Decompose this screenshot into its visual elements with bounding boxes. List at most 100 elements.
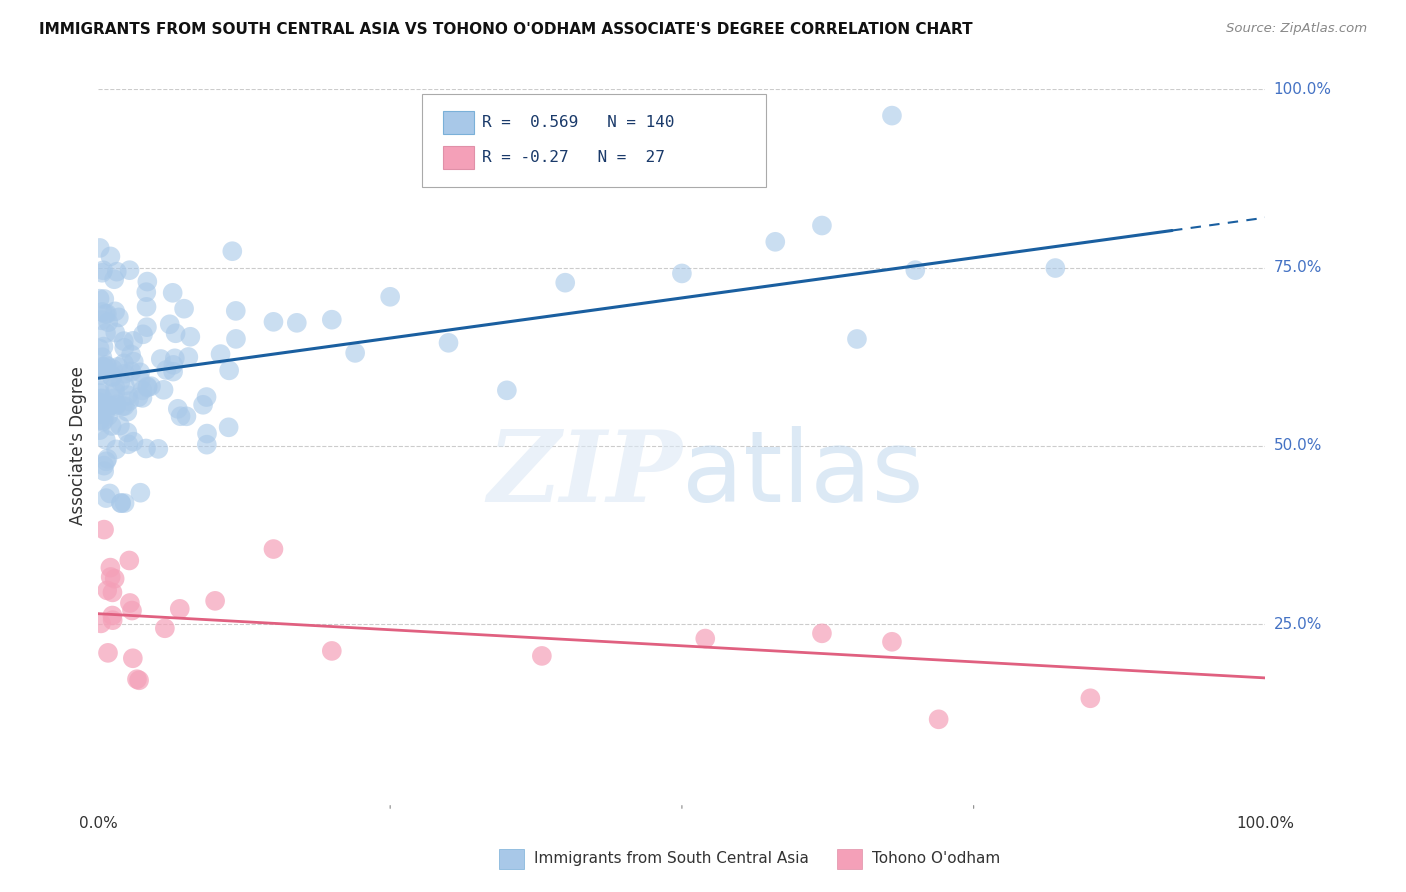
Point [118,263,141,277]
Point [162,285,184,300]
Point [118,596,141,610]
Point [96,454,118,468]
Point [225,304,247,318]
Point [89,368,111,383]
Point [100,249,122,263]
Point [928,712,950,726]
Point [93,340,115,354]
Point [1045,260,1067,275]
Point [344,346,367,360]
Point [117,388,139,402]
Point [165,326,187,341]
Point [94,307,117,321]
Point [129,485,152,500]
Point [94,491,117,505]
Point [104,385,127,400]
Point [136,379,159,393]
Point [107,359,129,374]
Point [112,356,135,370]
Point [159,318,181,332]
Point [1080,691,1102,706]
Point [94,326,117,340]
Point [101,585,124,599]
Point [880,109,903,123]
Point [97,409,120,423]
Point [91,359,114,374]
Point [127,390,149,404]
Point [96,401,118,416]
Point [89,413,111,427]
Point [89,395,111,409]
Point [162,358,184,372]
Point [104,304,127,318]
Text: 75.0%: 75.0% [1274,260,1322,275]
Point [176,409,198,424]
Point [97,646,120,660]
Point [262,542,284,557]
Text: 100.0%: 100.0% [1236,816,1295,830]
Point [152,383,174,397]
Point [101,370,124,384]
Point [530,648,553,663]
Point [89,292,111,306]
Point [101,362,124,376]
Point [91,392,114,406]
Point [91,359,114,374]
Point [101,613,124,627]
Point [155,363,177,377]
Point [169,409,191,424]
Point [496,384,519,398]
Point [103,392,125,406]
Point [128,673,150,688]
Point [122,354,145,368]
Point [105,399,128,413]
Point [554,276,576,290]
Point [96,359,118,374]
Point [91,351,114,365]
Point [120,365,142,379]
Point [262,315,284,329]
Point [173,301,195,316]
Point [96,583,118,598]
Point [117,437,139,451]
Y-axis label: Associate's Degree: Associate's Degree [69,367,87,525]
Point [89,241,111,255]
Point [191,398,214,412]
Point [104,572,127,586]
Point [89,423,111,437]
Point [195,438,218,452]
Point [105,397,128,411]
Point [114,399,136,413]
Point [110,496,132,510]
Point [139,379,162,393]
Point [114,496,136,510]
Point [321,312,343,326]
Point [114,378,136,392]
Text: 25.0%: 25.0% [1274,617,1322,632]
Point [437,335,460,350]
Point [166,401,188,416]
Point [169,602,191,616]
Point [100,570,122,584]
Point [91,415,114,429]
Text: Source: ZipAtlas.com: Source: ZipAtlas.com [1226,22,1367,36]
Point [96,451,118,466]
Point [671,267,693,281]
Point [98,399,121,413]
Point [90,313,112,327]
Point [89,404,111,418]
Point [904,263,927,277]
Point [91,266,114,280]
Point [195,426,218,441]
Point [117,425,139,440]
Point [110,375,132,389]
Point [225,332,247,346]
Text: IMMIGRANTS FROM SOUTH CENTRAL ASIA VS TOHONO O'ODHAM ASSOCIATE'S DEGREE CORRELAT: IMMIGRANTS FROM SOUTH CENTRAL ASIA VS TO… [39,22,973,37]
Text: 100.0%: 100.0% [1274,82,1331,96]
Text: Immigrants from South Central Asia: Immigrants from South Central Asia [534,851,810,865]
Point [148,442,170,456]
Point [162,365,184,379]
Point [163,351,186,366]
Point [695,632,717,646]
Point [93,413,115,427]
